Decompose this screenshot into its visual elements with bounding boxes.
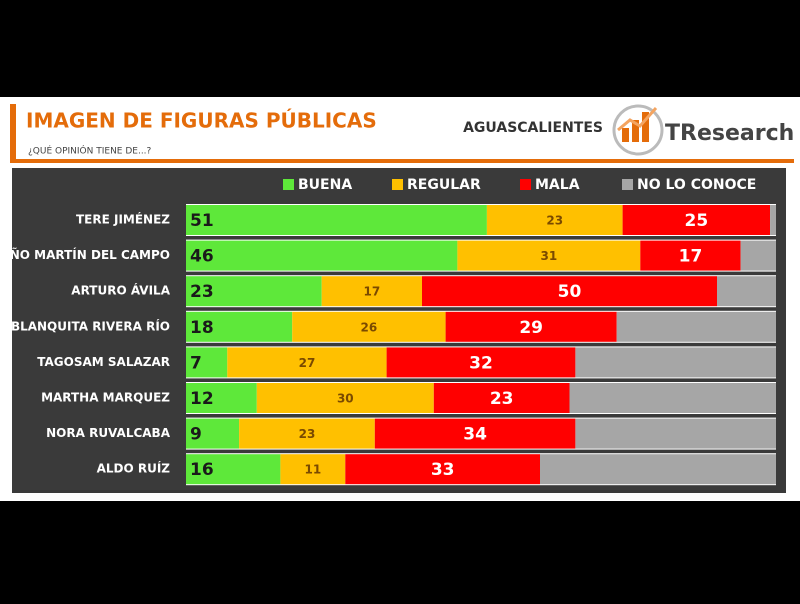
bar-segment bbox=[457, 240, 641, 271]
bar-segment bbox=[616, 311, 776, 342]
legend-label: MALA bbox=[535, 177, 580, 193]
bar-segment bbox=[321, 276, 422, 307]
value-label: 17 bbox=[679, 247, 703, 267]
bar-segment bbox=[280, 454, 346, 485]
legend-label: REGULAR bbox=[407, 177, 481, 193]
category-label: MARTHA MARQUEZ bbox=[41, 391, 170, 405]
bar-segment bbox=[292, 311, 446, 342]
legend-swatch bbox=[283, 179, 294, 190]
value-label: 46 bbox=[190, 247, 214, 267]
bar-segment bbox=[186, 454, 281, 485]
bar-segment bbox=[186, 383, 257, 413]
legend-label: BUENA bbox=[298, 177, 352, 193]
bar-segment bbox=[186, 418, 240, 449]
value-label: 12 bbox=[190, 389, 214, 409]
value-label: 50 bbox=[558, 282, 582, 302]
bar-segment bbox=[386, 347, 576, 378]
legend-label: NO LO CONOCE bbox=[637, 177, 756, 193]
bar-segment bbox=[640, 240, 741, 271]
value-label: 32 bbox=[469, 353, 493, 373]
bar-segment bbox=[740, 240, 776, 271]
value-label: 7 bbox=[190, 353, 202, 373]
header-rule bbox=[10, 159, 794, 163]
value-label: 33 bbox=[431, 460, 455, 480]
value-label: 17 bbox=[363, 285, 380, 299]
bar-segment bbox=[186, 311, 293, 342]
value-label: 18 bbox=[190, 318, 214, 338]
logo-icon bbox=[612, 104, 664, 156]
bar-segment bbox=[486, 205, 623, 235]
brand: TResearch bbox=[665, 121, 794, 146]
bar-segment bbox=[186, 347, 228, 378]
bar-segment bbox=[239, 418, 375, 449]
bar-segment bbox=[575, 347, 776, 378]
bar-segment bbox=[422, 276, 717, 307]
value-label: 9 bbox=[190, 425, 202, 445]
bar-segment bbox=[374, 418, 576, 449]
bar-segment bbox=[717, 276, 776, 307]
category-label: BLANQUITA RIVERA RÍO bbox=[11, 318, 170, 333]
value-label: 23 bbox=[546, 214, 563, 228]
bar-segment bbox=[569, 383, 776, 413]
bar-segment bbox=[575, 418, 776, 449]
accent-bar bbox=[10, 104, 16, 160]
category-label: TERE JIMÉNEZ bbox=[76, 212, 170, 227]
bar-segment bbox=[186, 205, 487, 235]
value-label: 51 bbox=[190, 211, 214, 231]
value-label: 27 bbox=[299, 356, 316, 370]
legend-swatch bbox=[392, 179, 403, 190]
bar-segment bbox=[622, 205, 771, 235]
value-label: 34 bbox=[463, 425, 487, 445]
subtitle: ¿QUÉ OPINIÓN TIENE DE...? bbox=[28, 145, 152, 157]
value-label: 23 bbox=[299, 427, 316, 441]
value-label: 29 bbox=[519, 318, 543, 338]
bar-segment bbox=[540, 454, 776, 485]
region: AGUASCALIENTES bbox=[463, 120, 603, 136]
bar-segment bbox=[433, 383, 570, 413]
category-label: TOÑO MARTÍN DEL CAMPO bbox=[0, 247, 170, 262]
bar-segment bbox=[256, 383, 434, 413]
bar-segment bbox=[186, 240, 458, 271]
bar-segment bbox=[770, 205, 776, 235]
legend-swatch bbox=[520, 179, 531, 190]
value-label: 26 bbox=[361, 320, 378, 334]
value-label: 30 bbox=[337, 392, 354, 406]
bar-segment bbox=[186, 276, 322, 307]
value-label: 31 bbox=[540, 249, 557, 263]
value-label: 23 bbox=[190, 282, 214, 302]
bar-segment bbox=[227, 347, 387, 378]
category-label: TAGOSAM SALAZAR bbox=[37, 355, 170, 369]
category-label: ALDO RUÍZ bbox=[97, 461, 171, 476]
title: IMAGEN DE FIGURAS PÚBLICAS bbox=[26, 109, 377, 133]
value-label: 16 bbox=[190, 460, 214, 480]
category-label: ARTURO ÁVILA bbox=[71, 283, 170, 298]
legend-swatch bbox=[622, 179, 633, 190]
category-label: NORA RUVALCABA bbox=[46, 426, 171, 440]
bar-segment bbox=[345, 454, 540, 485]
bar-segment bbox=[445, 311, 617, 342]
value-label: 23 bbox=[490, 389, 514, 409]
value-label: 25 bbox=[685, 211, 709, 231]
value-label: 11 bbox=[304, 463, 321, 477]
